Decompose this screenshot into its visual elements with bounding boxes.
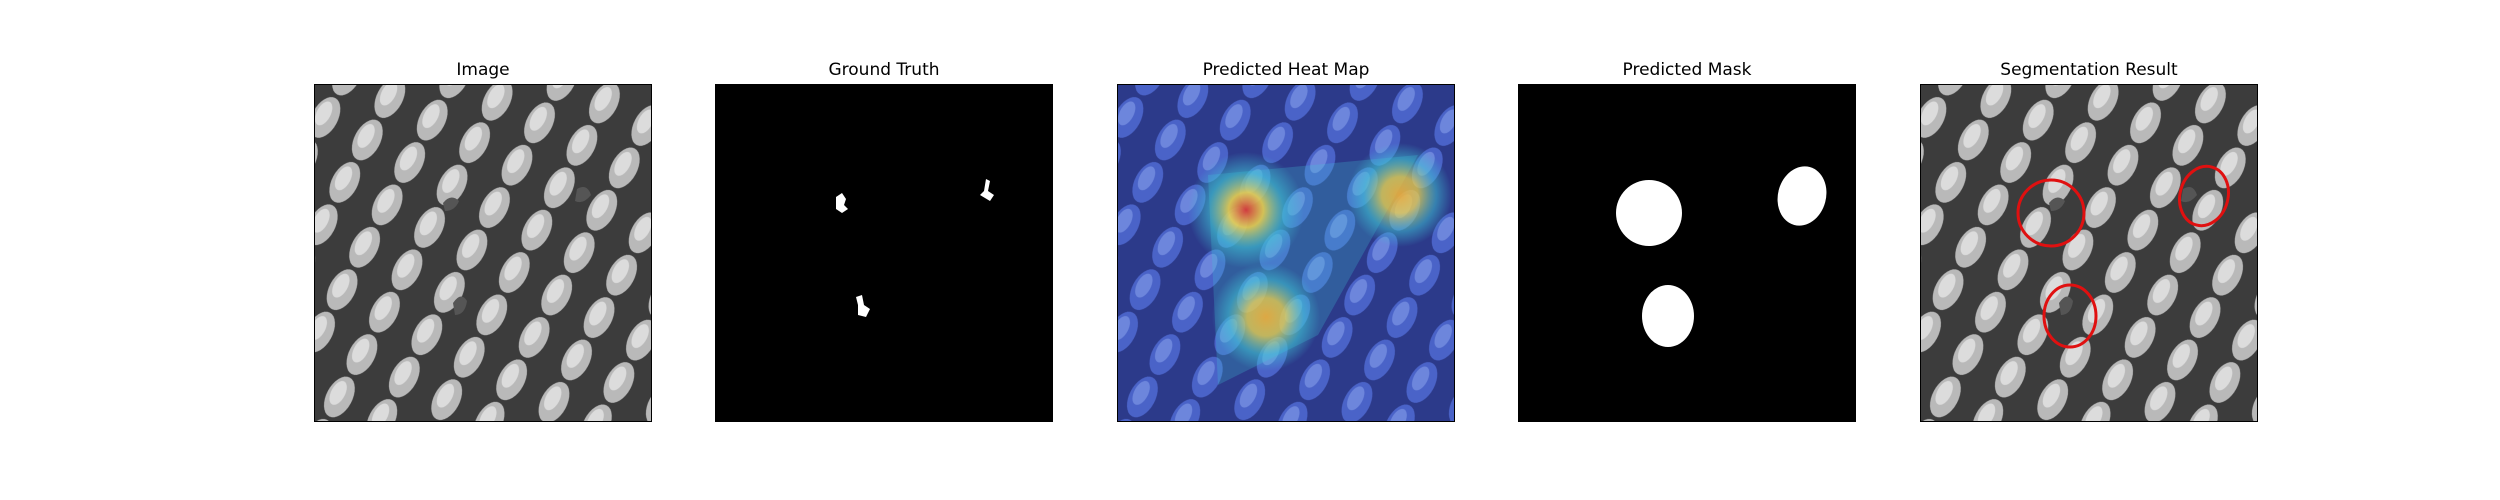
heat-map-axes: [1117, 84, 1455, 422]
predicted-mask: [1519, 85, 1855, 421]
gt-region: [856, 295, 870, 317]
panel-image: Image: [314, 0, 652, 500]
panel-title: Segmentation Result: [2000, 60, 2178, 80]
ground-truth-mask: [716, 85, 1052, 421]
panel-title: Predicted Heat Map: [1202, 60, 1370, 80]
panel-predicted-mask: Predicted Mask: [1518, 0, 1856, 500]
predicted-mask-axes: [1518, 84, 1856, 422]
heat-map: [1118, 85, 1454, 421]
panel-heat-map: Predicted Heat Map: [1117, 0, 1455, 500]
mask-region: [1777, 166, 1827, 226]
gt-region: [980, 179, 994, 201]
panel-title: Predicted Mask: [1622, 60, 1752, 80]
contour: [2178, 164, 2230, 228]
segmentation-axes: [1920, 84, 2258, 422]
mask-region: [1616, 180, 1682, 246]
ground-truth-axes: [715, 84, 1053, 422]
input-image: [315, 85, 651, 421]
gt-region: [836, 193, 848, 213]
defect-mark: [453, 296, 467, 315]
segmentation-result: [1921, 85, 2257, 421]
heat-blob: [1188, 152, 1304, 268]
panel-title: Ground Truth: [828, 60, 940, 80]
panel-ground-truth: Ground Truth: [715, 0, 1053, 500]
panel-segmentation-result: Segmentation Result: [1920, 0, 2258, 500]
contour: [2016, 178, 2086, 248]
defect-mark: [575, 187, 591, 203]
heat-blob: [1348, 143, 1452, 247]
image-axes: [314, 84, 652, 422]
contour: [2042, 283, 2098, 349]
heat-blob: [1212, 263, 1320, 371]
defect-mark: [443, 197, 459, 211]
mask-region: [1642, 285, 1694, 347]
panel-title: Image: [456, 60, 510, 80]
